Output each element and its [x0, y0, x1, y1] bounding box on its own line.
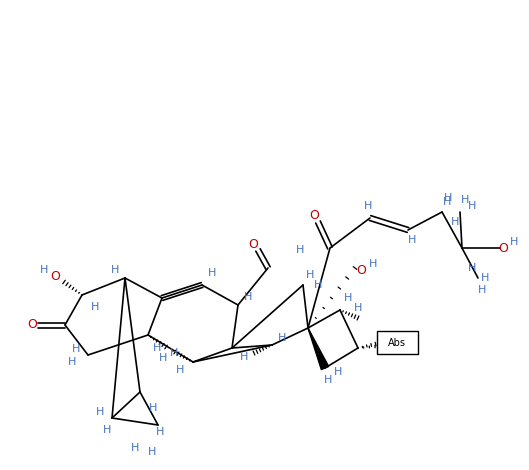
Text: H: H: [364, 201, 372, 211]
Text: H: H: [156, 427, 164, 437]
Text: H: H: [148, 447, 156, 457]
Text: O: O: [391, 338, 401, 352]
Text: H: H: [468, 201, 476, 211]
Text: H: H: [306, 270, 314, 280]
Text: H: H: [510, 237, 518, 247]
Text: H: H: [443, 197, 451, 207]
Text: H: H: [96, 407, 104, 417]
FancyBboxPatch shape: [377, 330, 417, 353]
Text: H: H: [468, 263, 476, 273]
Text: H: H: [91, 302, 99, 312]
Text: H: H: [461, 195, 469, 205]
Text: H: H: [208, 268, 216, 278]
Text: H: H: [159, 353, 167, 363]
Text: H: H: [408, 235, 416, 245]
Text: H: H: [444, 193, 452, 203]
Text: H: H: [244, 292, 252, 302]
Text: H: H: [324, 375, 332, 385]
Text: H: H: [296, 245, 304, 255]
Text: H: H: [170, 348, 178, 358]
Text: H: H: [344, 293, 352, 303]
Text: H: H: [334, 367, 342, 377]
Text: O: O: [309, 209, 319, 221]
Text: O: O: [50, 269, 60, 282]
Text: H: H: [68, 357, 76, 367]
Text: O: O: [356, 264, 366, 276]
Text: H: H: [369, 259, 377, 269]
Text: H: H: [153, 343, 161, 353]
Text: O: O: [27, 319, 37, 331]
Text: H: H: [40, 265, 48, 275]
Text: H: H: [278, 333, 286, 343]
Text: H: H: [314, 280, 322, 290]
Text: H: H: [404, 336, 412, 346]
Polygon shape: [308, 328, 329, 369]
Text: H: H: [131, 443, 139, 453]
Text: H: H: [478, 285, 486, 295]
Text: O: O: [248, 237, 258, 251]
Text: H: H: [176, 365, 184, 375]
Text: H: H: [149, 403, 157, 413]
Text: O: O: [498, 242, 508, 254]
Text: H: H: [451, 217, 459, 227]
Text: H: H: [111, 265, 119, 275]
Text: H: H: [72, 344, 80, 354]
Text: H: H: [103, 425, 111, 435]
Text: H: H: [354, 303, 362, 313]
Text: Abs: Abs: [388, 338, 406, 348]
Text: H: H: [240, 352, 248, 362]
Text: H: H: [481, 273, 489, 283]
